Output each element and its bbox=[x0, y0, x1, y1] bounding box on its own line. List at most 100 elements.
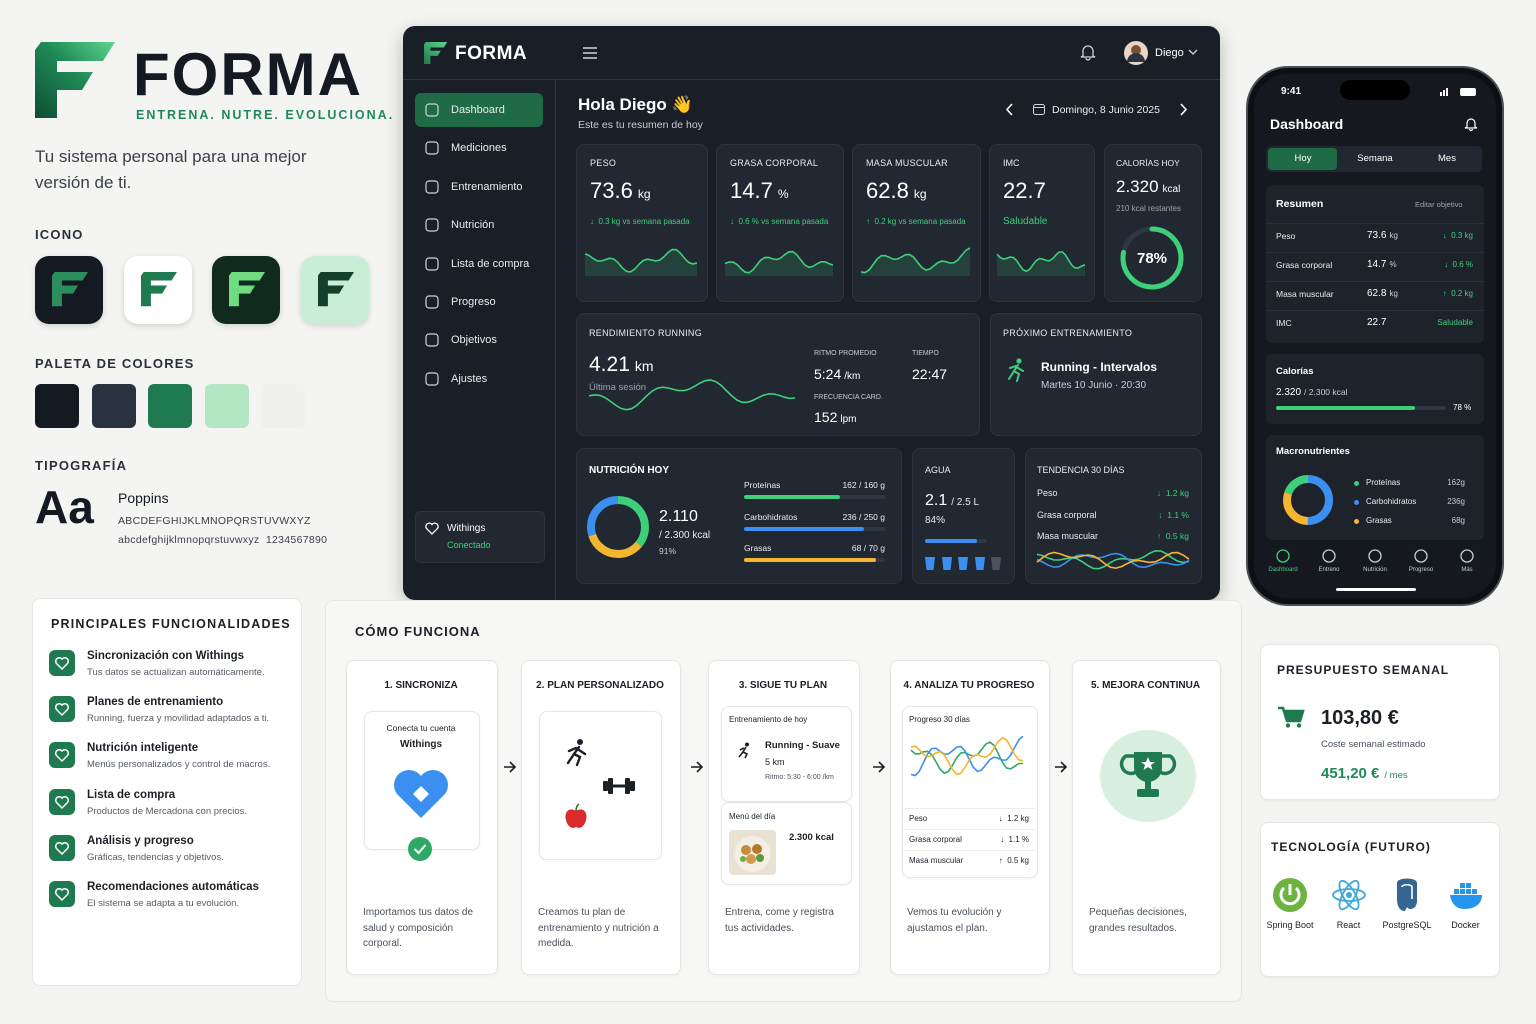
section-heading: ICONO bbox=[35, 227, 84, 242]
metric-sparkline bbox=[860, 247, 971, 276]
metric-label: IMC bbox=[1003, 158, 1020, 168]
next-card bbox=[990, 313, 1202, 436]
icon-shape bbox=[925, 557, 935, 570]
phone-nav-icon bbox=[1322, 549, 1336, 563]
nav-item[interactable]: Nutrición bbox=[451, 219, 495, 232]
icon-shape bbox=[861, 248, 970, 276]
step-title: 2. PLAN PERSONALIZADO bbox=[536, 680, 664, 691]
phone-title: Dashboard bbox=[1270, 116, 1344, 132]
nav-item[interactable]: Ajustes bbox=[451, 372, 488, 385]
phone-nav-item[interactable]: Más bbox=[1461, 567, 1473, 573]
icon-shape bbox=[504, 761, 517, 773]
legend-dot bbox=[1354, 519, 1359, 524]
icon-shape bbox=[54, 749, 70, 763]
phone-edit[interactable]: Editar objetivo bbox=[1415, 200, 1463, 209]
budget-monthly: 451,20 € bbox=[1321, 765, 1380, 782]
macro-name: Grasas bbox=[744, 543, 772, 553]
dash-brand: FORMA bbox=[455, 43, 528, 64]
icon-shape bbox=[1465, 883, 1471, 888]
workout-distance: 5 km bbox=[765, 757, 785, 767]
features-card bbox=[32, 598, 302, 986]
icon-shape bbox=[317, 272, 354, 307]
row-divider bbox=[1266, 310, 1484, 311]
phone-tab[interactable]: Mes bbox=[1438, 153, 1456, 164]
metric-value: 14.7 bbox=[730, 178, 773, 203]
calories-card bbox=[1104, 144, 1202, 302]
status-time: 9:41 bbox=[1281, 86, 1302, 97]
feature-title: Lista de compra bbox=[87, 788, 176, 801]
icon-shape bbox=[425, 522, 439, 535]
stat-label: TIEMPO bbox=[912, 350, 939, 357]
water-cup bbox=[974, 557, 985, 570]
user-caret bbox=[1188, 49, 1198, 55]
metric-change: ↓ 0.3 kg vs semana pasada bbox=[590, 217, 690, 226]
icon-shape bbox=[1397, 878, 1417, 911]
nav-item[interactable]: Entrenamiento bbox=[451, 180, 523, 193]
row-divider bbox=[902, 850, 1036, 851]
icon-shape bbox=[425, 333, 439, 347]
feature-icon bbox=[49, 742, 75, 769]
metric-change: ↓ 0.6 % vs semana pasada bbox=[730, 217, 829, 226]
text-row: 62.8 kg bbox=[866, 178, 927, 204]
cart-icon bbox=[1278, 706, 1305, 728]
macro-bar bbox=[744, 495, 840, 499]
metric-sparkline bbox=[724, 250, 834, 276]
icon-shape bbox=[1453, 889, 1459, 894]
phone-cal-target: / 2.300 kcal bbox=[1304, 387, 1348, 397]
nav-item[interactable]: Lista de compra bbox=[451, 257, 530, 270]
section-heading: PRESUPUESTO SEMANAL bbox=[1277, 663, 1450, 677]
icon-shape bbox=[746, 854, 756, 864]
trend-chart bbox=[1036, 550, 1190, 570]
summary-name: IMC bbox=[1276, 318, 1292, 328]
phone-nav-item[interactable]: Nutrición bbox=[1363, 567, 1387, 573]
phone-nav-item[interactable]: Progreso bbox=[1408, 567, 1434, 573]
feature-title: Nutrición inteligente bbox=[87, 742, 199, 755]
icon-shape bbox=[35, 42, 115, 118]
phone-nav-item[interactable]: Dashboard bbox=[1268, 567, 1298, 573]
icon-shape bbox=[1464, 118, 1478, 132]
icon-shape bbox=[941, 557, 952, 570]
text-row: 14.7% bbox=[1367, 259, 1397, 270]
icon-shape bbox=[425, 218, 439, 232]
icon-shape bbox=[1283, 475, 1333, 525]
phone-nav-item[interactable]: Entreno bbox=[1318, 567, 1340, 573]
icon-shape bbox=[603, 781, 608, 791]
trend-change: ↓ 1.1 % bbox=[1158, 509, 1189, 520]
icon-shape bbox=[565, 809, 587, 828]
macro-amount: 236 / 250 g bbox=[842, 511, 885, 522]
macro-donut bbox=[587, 496, 649, 558]
icon-shape bbox=[317, 272, 354, 307]
phone-tab[interactable]: Semana bbox=[1357, 153, 1393, 164]
summary-change: ↓ 0.3 kg bbox=[1442, 231, 1473, 240]
icon-shape bbox=[425, 372, 439, 386]
icon-shape bbox=[691, 761, 704, 773]
icon-shape bbox=[1016, 358, 1022, 364]
icon-shape bbox=[1008, 364, 1024, 382]
trend-change: ↑ 0.5 kg bbox=[1156, 531, 1189, 541]
icon-shape bbox=[734, 836, 771, 872]
macro-name: Proteínas bbox=[1366, 478, 1401, 487]
icon-shape bbox=[408, 837, 432, 861]
icon-shape bbox=[587, 496, 649, 558]
step-inner-card bbox=[539, 711, 662, 860]
icon-shape bbox=[991, 557, 1001, 570]
food-image bbox=[729, 830, 776, 875]
metric-value: 62.8 bbox=[866, 178, 909, 203]
trend-name: Grasa corporal bbox=[1037, 509, 1097, 520]
step-inner-card bbox=[721, 706, 852, 802]
nav-item[interactable]: Mediciones bbox=[451, 142, 507, 155]
icon-shape bbox=[1401, 883, 1413, 899]
icon-shape bbox=[910, 741, 1023, 775]
icon-shape bbox=[958, 557, 968, 570]
feature-desc: El sistema se adapta a tu evolución. bbox=[87, 898, 240, 909]
icon-shape bbox=[54, 703, 70, 717]
runner-icon bbox=[1008, 358, 1024, 382]
stat-label: RITMO PROMEDIO bbox=[814, 350, 877, 357]
phone-tab[interactable]: Hoy bbox=[1294, 153, 1312, 164]
nav-item[interactable]: Progreso bbox=[451, 296, 496, 308]
running-unit: km bbox=[634, 358, 654, 374]
nav-item[interactable]: Objetivos bbox=[451, 334, 497, 347]
nav-item[interactable]: Dashboard bbox=[451, 104, 505, 116]
icon-shape bbox=[425, 141, 439, 155]
icon-shape bbox=[1283, 475, 1333, 525]
